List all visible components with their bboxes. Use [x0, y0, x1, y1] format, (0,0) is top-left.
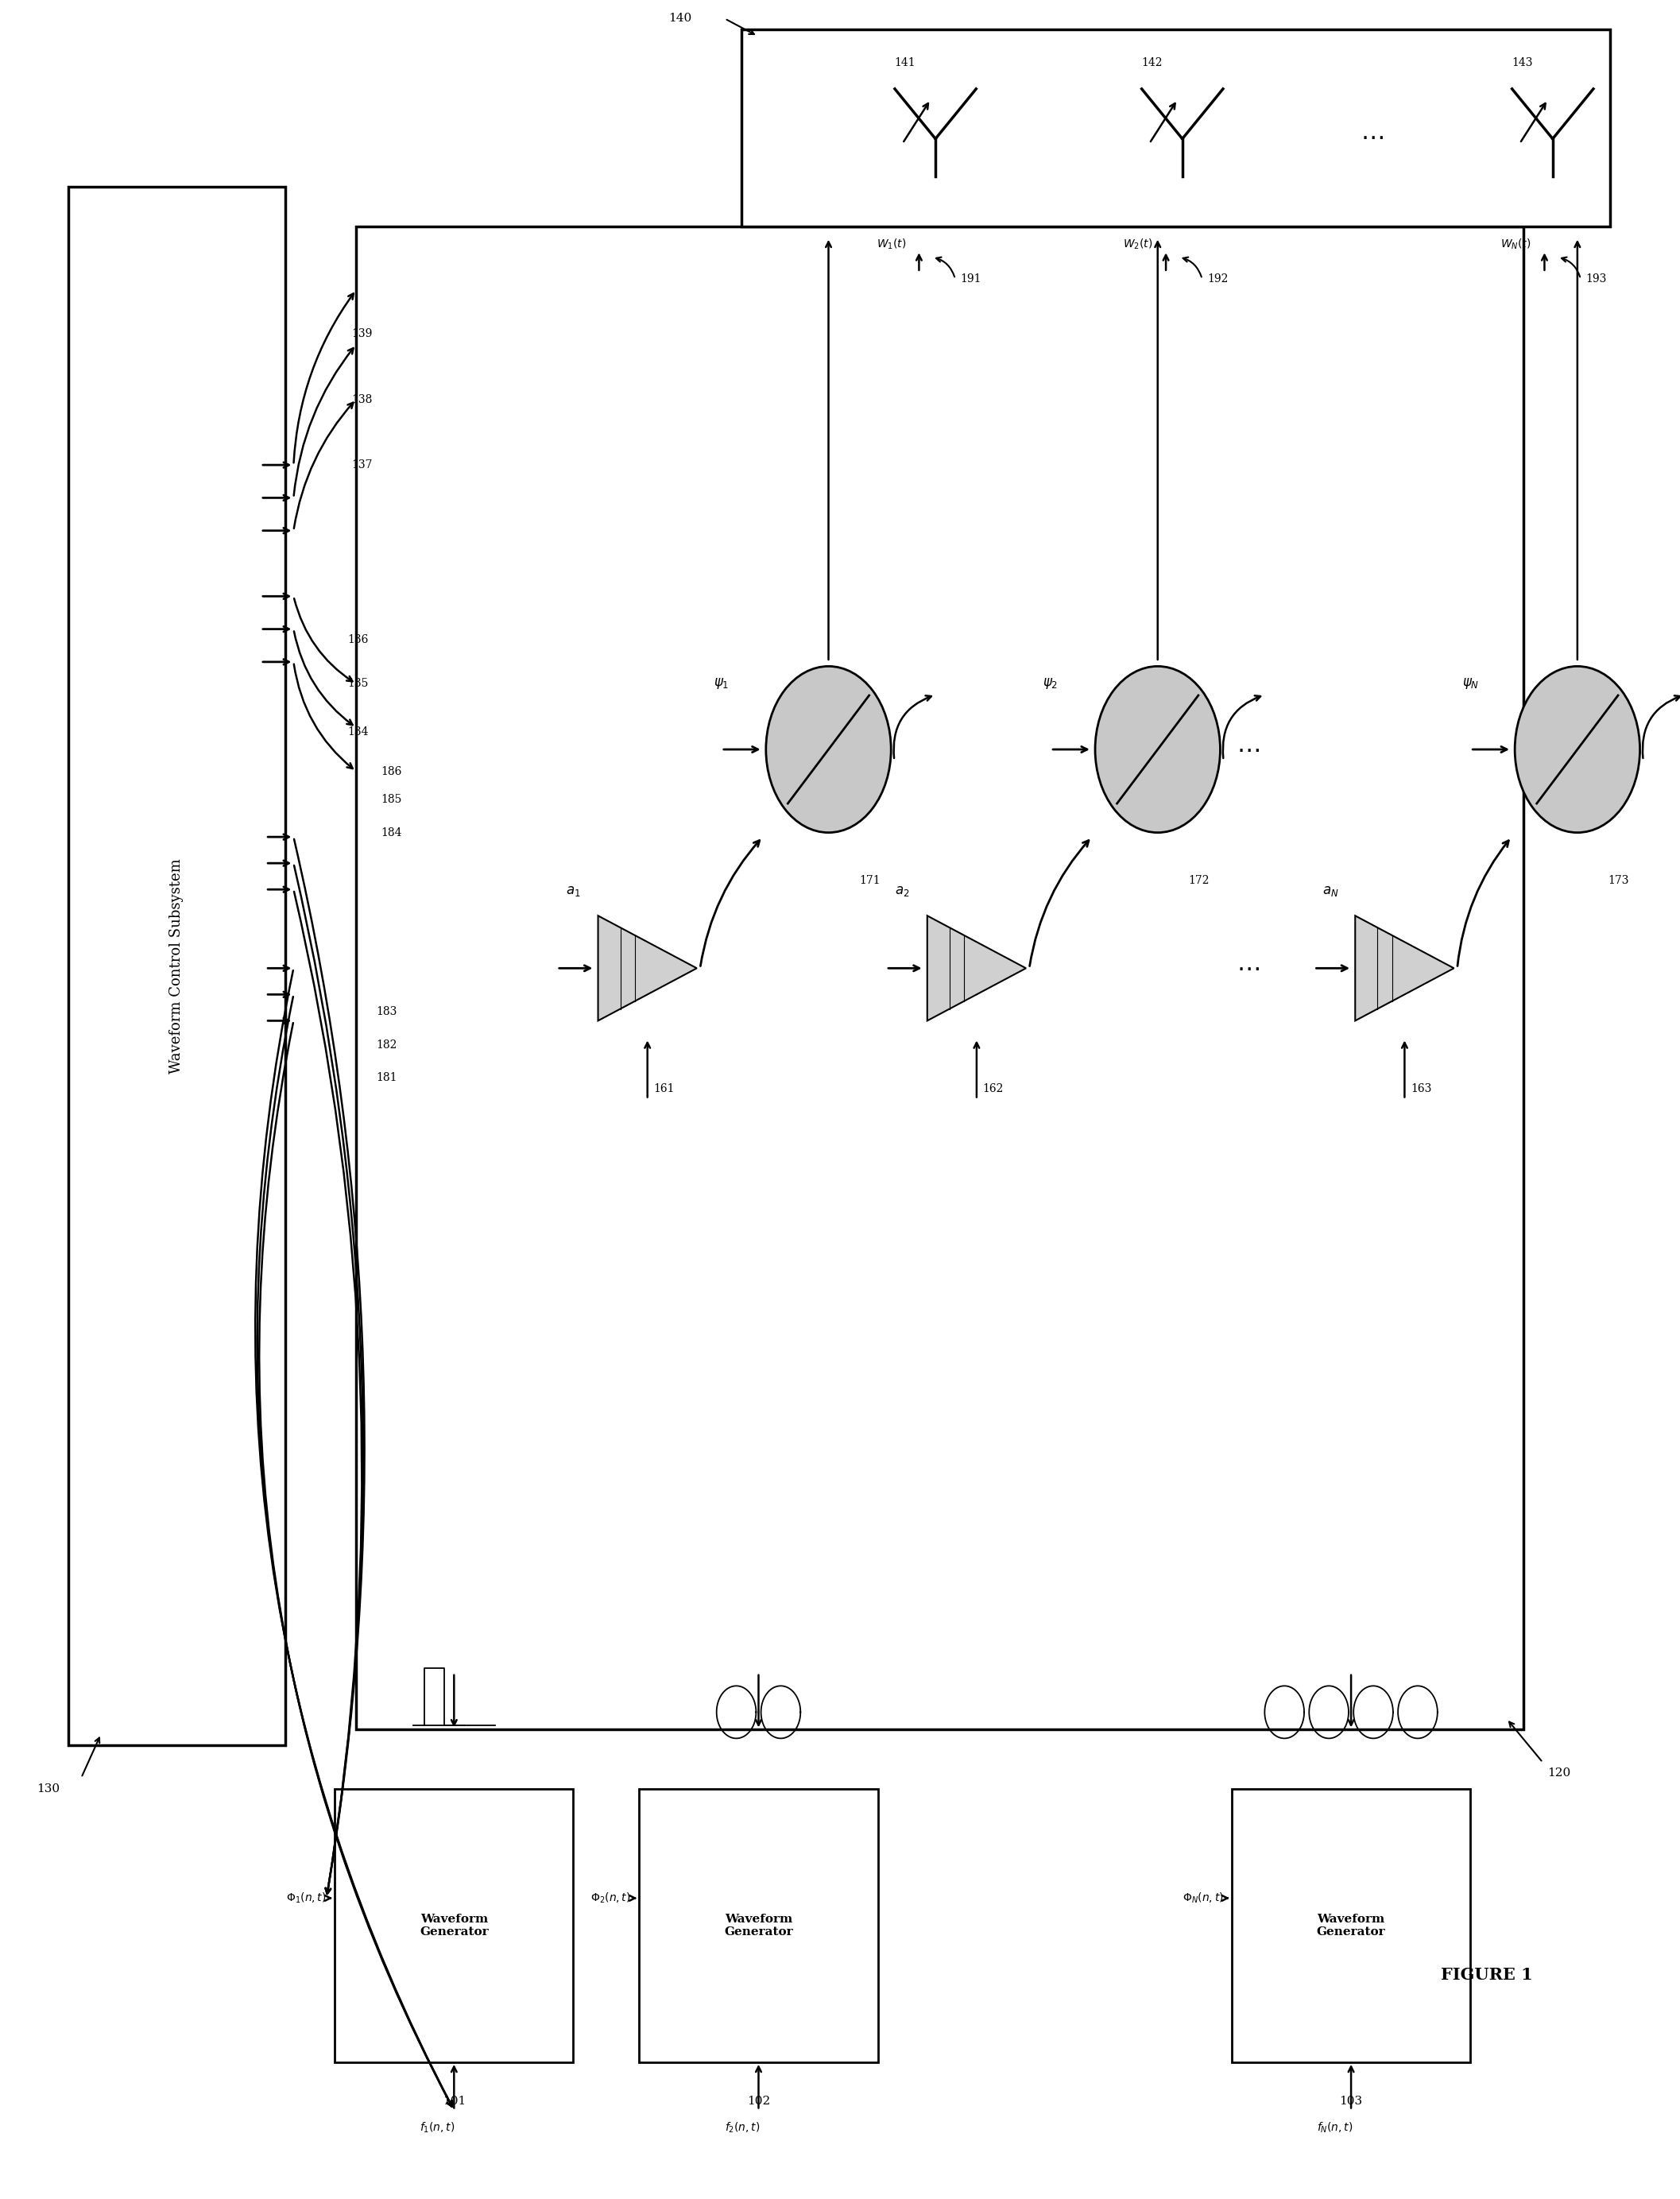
Bar [1231, 1788, 1470, 2063]
Text: 101: 101 [442, 2096, 465, 2107]
Text: FIGURE 1: FIGURE 1 [1441, 1966, 1532, 1983]
Text: 139: 139 [351, 328, 373, 339]
Text: 192: 192 [1206, 273, 1228, 284]
Text: Waveform Control Subsystem: Waveform Control Subsystem [170, 858, 183, 1073]
Text: 135: 135 [348, 677, 370, 688]
Text: $\cdots$: $\cdots$ [1236, 957, 1260, 981]
Text: $W_1(t)$: $W_1(t)$ [877, 237, 906, 251]
Text: 120: 120 [1547, 1768, 1571, 1779]
Text: $f_2(n,t)$: $f_2(n,t)$ [724, 2120, 759, 2135]
Text: $\psi_1$: $\psi_1$ [714, 677, 729, 690]
Text: $\psi_2$: $\psi_2$ [1043, 677, 1058, 690]
Text: 185: 185 [381, 794, 402, 805]
Text: $W_N(t)$: $W_N(t)$ [1500, 237, 1530, 251]
Text: $f_1(n,t)$: $f_1(n,t)$ [420, 2120, 455, 2135]
Bar [741, 29, 1611, 226]
Text: 184: 184 [381, 827, 402, 838]
Bar [356, 226, 1524, 1731]
Text: 140: 140 [669, 13, 692, 24]
Circle shape [1515, 666, 1640, 833]
Bar [69, 187, 286, 1746]
Text: $W_2(t)$: $W_2(t)$ [1122, 237, 1152, 251]
Text: 191: 191 [961, 273, 981, 284]
Text: 183: 183 [376, 1007, 396, 1018]
Text: $\Phi_N(n,t)$: $\Phi_N(n,t)$ [1183, 1891, 1223, 1904]
Polygon shape [598, 915, 697, 1020]
Text: $\Phi_1(n,t)$: $\Phi_1(n,t)$ [286, 1891, 326, 1904]
Text: 173: 173 [1608, 875, 1630, 886]
Text: $\psi_N$: $\psi_N$ [1462, 677, 1478, 690]
Text: $f_N(n,t)$: $f_N(n,t)$ [1317, 2120, 1352, 2135]
Text: 142: 142 [1141, 57, 1163, 68]
Polygon shape [1356, 915, 1453, 1020]
Text: 161: 161 [654, 1082, 674, 1095]
Text: Waveform
Generator: Waveform Generator [724, 1913, 793, 1937]
Text: 193: 193 [1586, 273, 1606, 284]
Text: 102: 102 [748, 2096, 769, 2107]
Text: 172: 172 [1188, 875, 1210, 886]
Text: $\cdots$: $\cdots$ [1236, 737, 1260, 761]
Text: 162: 162 [983, 1082, 1003, 1095]
Bar [638, 1788, 879, 2063]
Text: 182: 182 [376, 1040, 396, 1051]
Text: Waveform
Generator: Waveform Generator [1317, 1913, 1386, 1937]
Text: 163: 163 [1411, 1082, 1431, 1095]
Text: Waveform
Generator: Waveform Generator [420, 1913, 489, 1937]
Text: 130: 130 [37, 1783, 60, 1794]
Text: 137: 137 [351, 460, 373, 471]
Circle shape [1095, 666, 1220, 833]
Text: $a_1$: $a_1$ [566, 884, 581, 899]
Text: 136: 136 [348, 636, 370, 647]
Text: 143: 143 [1512, 57, 1532, 68]
Text: 186: 186 [381, 765, 402, 776]
Circle shape [766, 666, 890, 833]
Text: $a_2$: $a_2$ [895, 884, 911, 899]
Text: $\Phi_2(n,t)$: $\Phi_2(n,t)$ [591, 1891, 632, 1904]
Text: 103: 103 [1339, 2096, 1362, 2107]
Text: 141: 141 [894, 57, 916, 68]
Bar [334, 1788, 573, 2063]
Text: $a_N$: $a_N$ [1322, 884, 1339, 899]
Text: $\cdots$: $\cdots$ [1361, 125, 1383, 150]
Text: 181: 181 [376, 1073, 396, 1084]
Polygon shape [927, 915, 1026, 1020]
Text: 171: 171 [858, 875, 880, 886]
Text: 134: 134 [348, 726, 370, 737]
Text: 138: 138 [351, 394, 373, 405]
